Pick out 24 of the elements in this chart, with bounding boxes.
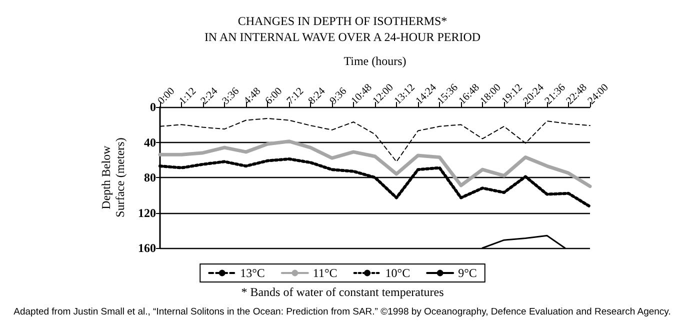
x-tick-label: 9:36	[328, 86, 350, 107]
line-series	[158, 140, 592, 188]
legend-label: 13°C	[240, 266, 265, 280]
x-tick-label: 4:48	[242, 86, 264, 107]
legend-label: 11°C	[312, 266, 338, 280]
x-tick-label: 6:00	[264, 86, 285, 107]
x-tick-label: 1:12	[178, 86, 199, 107]
x-tick-label: 2:24	[199, 85, 221, 107]
y-tick-label: 160	[138, 241, 156, 255]
x-tick-label: 7:12	[285, 86, 306, 107]
y-tick-label: 120	[138, 206, 156, 220]
x-tick-label: 3:36	[220, 86, 242, 107]
chart-title: CHANGES IN DEPTH OF ISOTHERMS* IN AN INTERNAL WAVE OVER A 24-HOUR PERIOD	[204, 14, 481, 44]
x-axis-title: Time (hours)	[344, 54, 406, 68]
legend-label: 10°C	[385, 266, 410, 280]
y-tick-label: 40	[144, 135, 156, 150]
y-axis-title: Depth Below Surface (meters)	[99, 138, 128, 218]
text: * Bands of water of constant temperatures	[241, 285, 444, 299]
y-tick-label: 80	[144, 170, 156, 184]
legend-label: 9°C	[458, 266, 477, 280]
x-tick-label: 0:00	[156, 86, 178, 107]
y-tick-label: 0	[150, 100, 156, 114]
x-tick-label: 8:24	[306, 85, 328, 107]
text: Adapted from Justin Small et al., “Internal Solitons in the Ocean: Prediction from SAR.” ©1998 by Oceanography, Defence Evaluation and Research Agency.	[14, 306, 671, 318]
